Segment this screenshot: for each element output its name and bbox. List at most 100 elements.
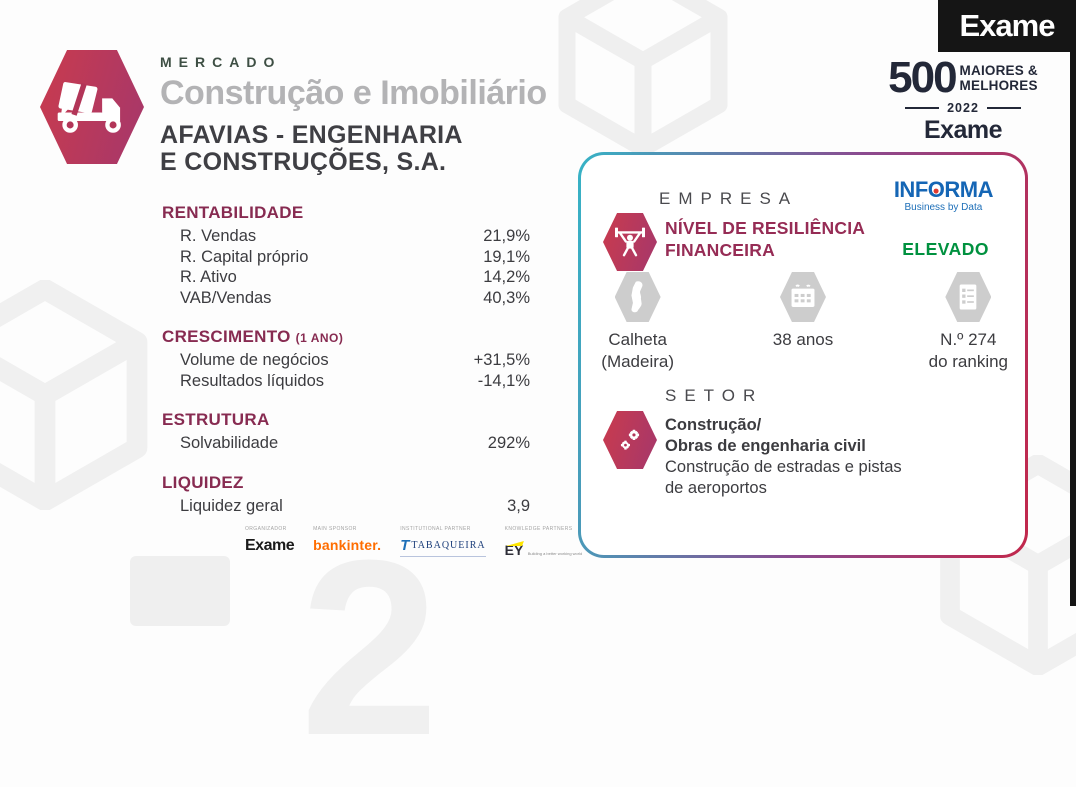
company-info-card: EMPRESA INFORMA Business by Data NÍVEL D…: [581, 155, 1025, 555]
weightlifter-icon: [615, 227, 645, 257]
ranking-document-icon: [959, 284, 977, 310]
market-hexagon: [40, 50, 144, 164]
setor-label: SETOR: [665, 386, 764, 405]
stat-label: R. Capital próprio: [180, 247, 309, 266]
badge-rule-right: [986, 107, 1021, 109]
exame-logo: Exame: [959, 8, 1056, 43]
badge-500-number: 500: [888, 53, 957, 102]
section-rentabilidade: RENTABILIDADE R. Vendas 21,9% R. Capital…: [162, 203, 530, 308]
tabaqueira-t-icon: T: [400, 537, 410, 554]
cement-mixer-truck-icon: [57, 82, 121, 133]
fact-location: Calheta (Madeira): [581, 272, 694, 373]
stat-row: Volume de negócios +31,5%: [162, 350, 530, 371]
stat-label: Resultados líquidos: [180, 371, 325, 390]
resilience-hexagon: [603, 213, 657, 271]
fact-line1: N.º 274: [940, 330, 997, 349]
hexagon-cube-watermark: [548, 0, 738, 156]
badge-exame-wordmark: Exame: [923, 116, 1003, 144]
resilience-title-line1: NÍVEL DE RESILIÊNCIA: [665, 218, 866, 238]
empresa-label: EMPRESA: [659, 189, 799, 208]
informa-text: RMA: [944, 177, 993, 202]
resilience-title: NÍVEL DE RESILIÊNCIA FINANCEIRA: [665, 217, 865, 261]
stat-row: Resultados líquidos -14,1%: [162, 371, 530, 392]
stat-row: Solvabilidade 292%: [162, 433, 530, 454]
section-title: LIQUIDEZ: [162, 472, 244, 492]
stat-row: R. Vendas 21,9%: [162, 226, 530, 247]
stat-value: 14,2%: [483, 268, 530, 286]
section-title: RENTABILIDADE: [162, 203, 304, 222]
stat-value: +31,5%: [473, 351, 530, 369]
stat-value: 21,9%: [483, 227, 530, 245]
sponsor-category: INSTITUTIONAL PARTNER: [400, 526, 471, 532]
watermark-digit: 2: [300, 508, 440, 787]
hexagon-cube-watermark: [0, 280, 160, 510]
fact-age: 38 anos: [746, 272, 859, 373]
badge-rule-left: [905, 107, 940, 109]
badge-500-maiores-melhores: 500 MAIORES & MELHORES 2022 Exame: [882, 53, 1044, 145]
sector-description: Construção/ Obras de engenharia civil Co…: [665, 415, 902, 499]
company-name-line1: AFAVIAS - ENGENHARIA: [160, 121, 463, 149]
bankinter-logo: bankinter.: [313, 537, 382, 553]
sponsor-category: MAIN SPONSOR: [313, 526, 357, 532]
sponsor-category: ORGANIZADOR: [245, 526, 287, 532]
section-title: CRESCIMENTO: [162, 327, 291, 346]
company-info-card-border: EMPRESA INFORMA Business by Data NÍVEL D…: [578, 152, 1028, 558]
stat-value: 292%: [487, 434, 530, 452]
sector-desc-line1: Construção de estradas e pistas: [665, 458, 902, 476]
stat-value: -14,1%: [477, 371, 530, 390]
fact-hexagon: [945, 272, 992, 322]
sponsor-category: KNOWLEDGE PARTNERS: [504, 526, 573, 532]
fact-line1: 38 anos: [772, 330, 834, 349]
exame-logo-box: Exame: [938, 0, 1076, 52]
sponsor-tabaqueira: INSTITUTIONAL PARTNER T TABAQUEIRA: [400, 526, 486, 557]
gears-icon: [620, 429, 640, 450]
fact-hexagon: [614, 272, 661, 322]
stat-value: 40,3%: [483, 288, 530, 307]
stat-label: R. Vendas: [180, 227, 257, 245]
calendar-icon: [791, 284, 815, 307]
informa-dot-icon: [933, 188, 939, 194]
stat-row: Liquidez geral 3,9: [162, 496, 530, 517]
section-crescimento: CRESCIMENTO (1 ANO) Volume de negócios +…: [162, 327, 530, 391]
market-title: Construção e Imobiliário: [160, 74, 547, 112]
fact-hexagon: [779, 272, 826, 322]
sector-bold-line2: Obras de engenharia civil: [665, 437, 866, 455]
sponsor-bankinter: MAIN SPONSOR bankinter.: [313, 526, 381, 553]
stat-row: R. Ativo 14,2%: [162, 267, 530, 288]
sponsor-exame: ORGANIZADOR Exame: [245, 526, 295, 555]
mercado-kicker: MERCADO: [160, 54, 282, 70]
market-header: MERCADO Construção e Imobiliário AFAVIAS…: [160, 54, 547, 176]
stat-label: Volume de negócios: [180, 351, 329, 369]
financial-stats: RENTABILIDADE R. Vendas 21,9% R. Capital…: [162, 203, 530, 535]
badge-year: 2022: [947, 101, 979, 115]
stat-row: R. Capital próprio 19,1%: [162, 247, 530, 268]
section-qualifier: (1 ANO): [295, 331, 344, 345]
fact-line2: (Madeira): [601, 352, 675, 371]
sector-hexagon: [603, 411, 657, 469]
informa-logo: INFORMA: [893, 177, 994, 203]
stat-label: Solvabilidade: [180, 434, 279, 452]
company-name-line2: E CONSTRUÇÕES, S.A.: [160, 148, 447, 176]
company-facts-row: Calheta (Madeira) 38 anos: [581, 272, 1025, 373]
badge-maiores: MAIORES &: [959, 63, 1038, 78]
stat-value: 19,1%: [483, 247, 530, 266]
ey-logo: EY: [504, 542, 524, 558]
watermark-shape: [130, 556, 230, 626]
informa-logo-block: INFORMA Business by Data: [893, 177, 994, 213]
exame-sponsor-logo: Exame: [245, 537, 295, 554]
section-title: ESTRUTURA: [162, 410, 270, 429]
informa-text: INF: [893, 177, 928, 202]
sponsor-ey: KNOWLEDGE PARTNERS EY Building a better …: [505, 526, 583, 560]
ey-beam-icon: [505, 541, 524, 546]
informa-tagline: Business by Data: [904, 202, 983, 213]
sector-bold-line1: Construção/: [665, 416, 762, 434]
screen-edge-bar: [1070, 0, 1076, 606]
fact-line1: Calheta: [608, 330, 667, 349]
sector-desc-line2: de aeroportos: [665, 479, 767, 497]
stat-label: R. Ativo: [180, 268, 237, 286]
ey-tagline: Building a better working world: [527, 551, 583, 556]
stat-label: VAB/Vendas: [180, 288, 272, 307]
fact-ranking: N.º 274 do ranking: [912, 272, 1025, 373]
tabaqueira-logo: TABAQUEIRA: [411, 540, 486, 551]
resilience-title-line2: FINANCEIRA: [665, 240, 775, 260]
